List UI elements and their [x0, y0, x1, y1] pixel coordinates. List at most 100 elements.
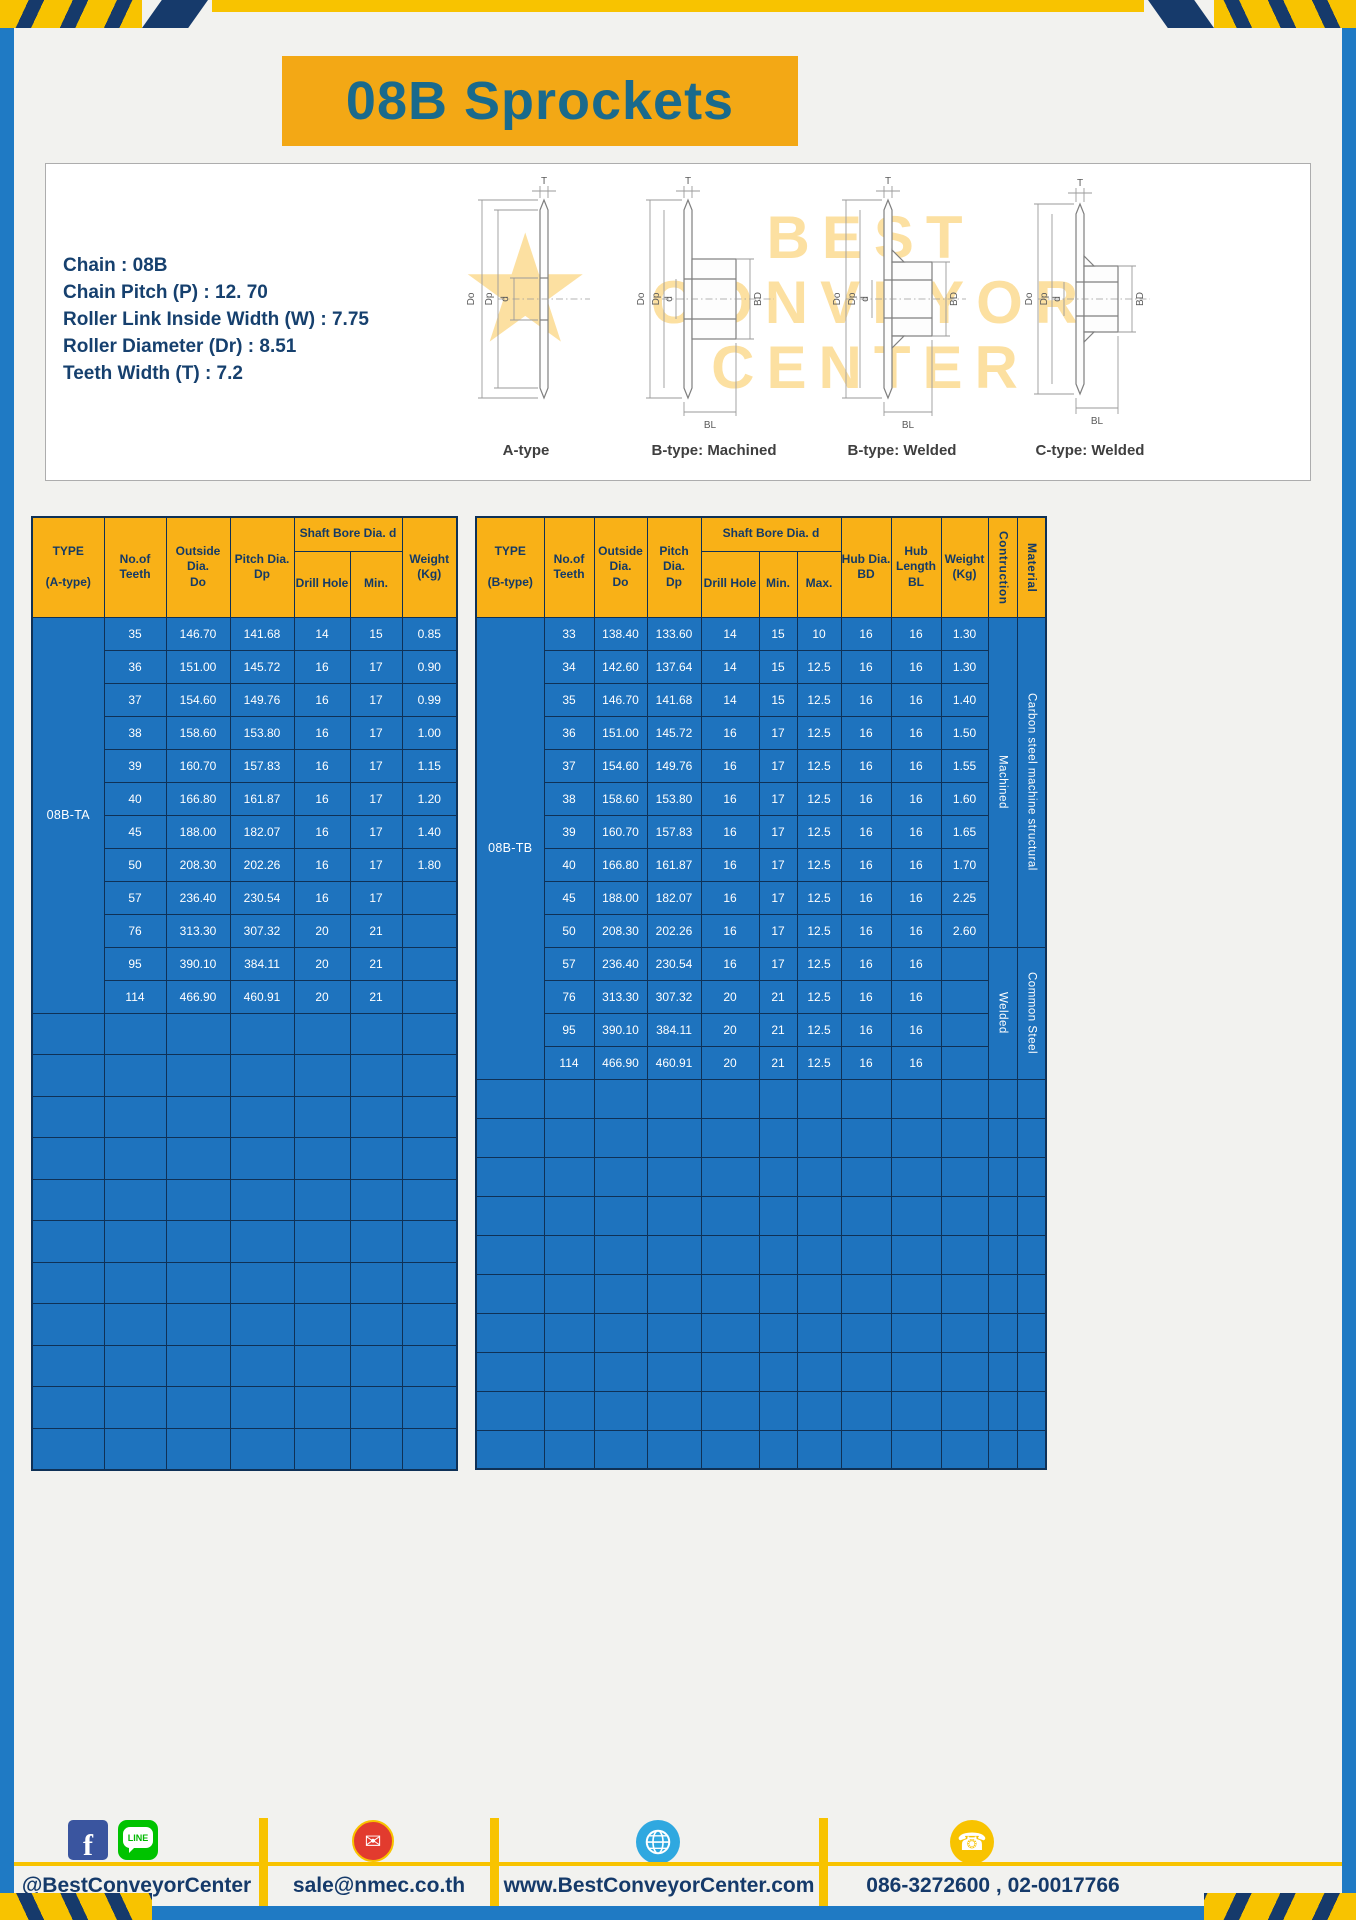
data-cell: 17	[758, 814, 798, 849]
data-cell	[475, 1078, 545, 1119]
data-cell: 21	[349, 913, 403, 948]
data-cell: 0.90	[401, 649, 458, 684]
data-cell	[890, 1195, 942, 1236]
data-cell: 236.40	[165, 880, 231, 915]
data-cell: 307.32	[646, 979, 702, 1014]
data-cell	[293, 1427, 351, 1470]
data-cell	[293, 1303, 351, 1346]
data-cell	[1016, 1234, 1047, 1275]
dim-label-t: T	[885, 176, 891, 187]
data-cell: 15	[758, 616, 798, 651]
col-header-shaft-bore-group: Shaft Bore Dia. d	[293, 516, 403, 552]
data-cell	[890, 1312, 942, 1353]
data-cell	[700, 1234, 760, 1275]
table-row: 08B-TA 35 146.70 141.68 14 15 0.85	[31, 616, 458, 1014]
data-cell: 1.30	[940, 649, 989, 684]
data-cell	[543, 1078, 595, 1119]
table-row: 114 466.90 460.91 20 21 12.5 16 16	[476, 1045, 1046, 1080]
data-cell	[646, 1117, 702, 1158]
dim-label-bd: BD	[1135, 292, 1146, 306]
data-cell	[349, 1137, 403, 1180]
table-row: 50 208.30 202.26 16 17 12.5 16 16 2.60	[476, 913, 1046, 948]
material-cell: Carbon steel machine structural	[1016, 616, 1047, 948]
data-cell: 12.5	[796, 814, 842, 849]
data-cell: 21	[758, 1012, 798, 1047]
data-cell	[401, 1095, 458, 1138]
empty-row	[31, 1137, 458, 1180]
data-cell	[758, 1117, 798, 1158]
data-cell: 16	[890, 1045, 942, 1080]
footer-social-handle: @BestConveyorCenter	[21, 1874, 252, 1897]
data-cell	[796, 1273, 842, 1314]
data-cell	[758, 1156, 798, 1197]
table-row: 36 151.00 145.72 16 17 12.5 16 16 1.50	[476, 715, 1046, 750]
diagram-b-type-welded: T Do Dp d BD	[816, 174, 988, 476]
col-header-drill-hole: Drill Hole	[293, 550, 351, 618]
data-cell	[646, 1429, 702, 1470]
empty-row	[475, 1195, 1047, 1236]
empty-row	[475, 1351, 1047, 1392]
empty-row	[31, 1386, 458, 1429]
footer-phone-numbers: 086-3272600 , 02-0017766	[866, 1874, 1120, 1897]
data-cell: 16	[293, 748, 351, 783]
data-cell	[940, 1195, 989, 1236]
data-cell: 208.30	[165, 847, 231, 882]
data-cell: 202.26	[646, 913, 702, 948]
table-row: 45 188.00 182.07 16 17 1.40	[32, 814, 458, 849]
data-cell: 17	[349, 715, 403, 750]
data-cell: 38	[103, 715, 167, 750]
table-row: 95 390.10 384.11 20 21	[32, 946, 458, 981]
data-cell	[401, 880, 458, 915]
dim-label-bl: BL	[902, 420, 915, 431]
data-cell: 384.11	[229, 946, 295, 981]
data-cell	[401, 1178, 458, 1221]
data-cell: 16	[700, 847, 760, 882]
data-cell: 16	[840, 781, 892, 816]
data-cell	[103, 1137, 167, 1180]
data-cell	[165, 1303, 231, 1346]
data-cell	[349, 1178, 403, 1221]
data-cell: 0.99	[401, 682, 458, 717]
data-cell: 16	[293, 847, 351, 882]
footer-text-row: @BestConveyorCenter sale@nmec.co.th www.…	[14, 1862, 1342, 1906]
data-cell	[401, 1137, 458, 1180]
data-cell	[700, 1195, 760, 1236]
data-cell: 307.32	[229, 913, 295, 948]
dim-label-do: Do	[832, 292, 843, 305]
data-cell: 16	[700, 946, 760, 981]
diagram-caption: A-type	[502, 442, 550, 459]
data-cell	[646, 1195, 702, 1236]
data-cell	[593, 1273, 648, 1314]
col-header-teeth: No.of Teeth	[103, 516, 167, 618]
data-cell	[796, 1117, 842, 1158]
data-cell	[700, 1117, 760, 1158]
data-cell: 39	[543, 814, 595, 849]
star-logo-icon: ★	[458, 205, 593, 373]
data-cell: 1.30	[940, 616, 989, 651]
data-cell	[475, 1234, 545, 1275]
sprocket-diagrams: ★ BEST CONVEYOR CENTER T Do	[398, 164, 1310, 480]
table-row: 38 158.60 153.80 16 17 12.5 16 16 1.60	[476, 781, 1046, 816]
data-cell: 39	[103, 748, 167, 783]
col-header-hub-dia: Hub Dia. BD	[840, 516, 892, 618]
empty-row	[475, 1156, 1047, 1197]
data-cell	[229, 1054, 295, 1097]
spec-line-chain: Chain : 08B	[63, 255, 168, 276]
data-cell: 1.50	[940, 715, 989, 750]
data-cell	[103, 1012, 167, 1055]
data-cell: 20	[700, 1012, 760, 1047]
data-cell: 149.76	[646, 748, 702, 783]
data-cell: 17	[349, 748, 403, 783]
sprocket-b-machined-drawing: T Do Dp d BD BL	[636, 176, 774, 431]
dim-label-bl: BL	[704, 420, 717, 431]
footer-email: sale@nmec.co.th	[292, 1874, 466, 1897]
data-cell	[1016, 1078, 1047, 1119]
data-cell: 14	[293, 616, 351, 651]
data-cell	[229, 1303, 295, 1346]
data-cell: 17	[758, 913, 798, 948]
data-cell	[890, 1234, 942, 1275]
data-cell	[646, 1273, 702, 1314]
col-header-construction: Contruction	[987, 516, 1018, 618]
data-cell: 36	[543, 715, 595, 750]
col-header-outside-dia: Outside Dia. Do	[165, 516, 231, 618]
